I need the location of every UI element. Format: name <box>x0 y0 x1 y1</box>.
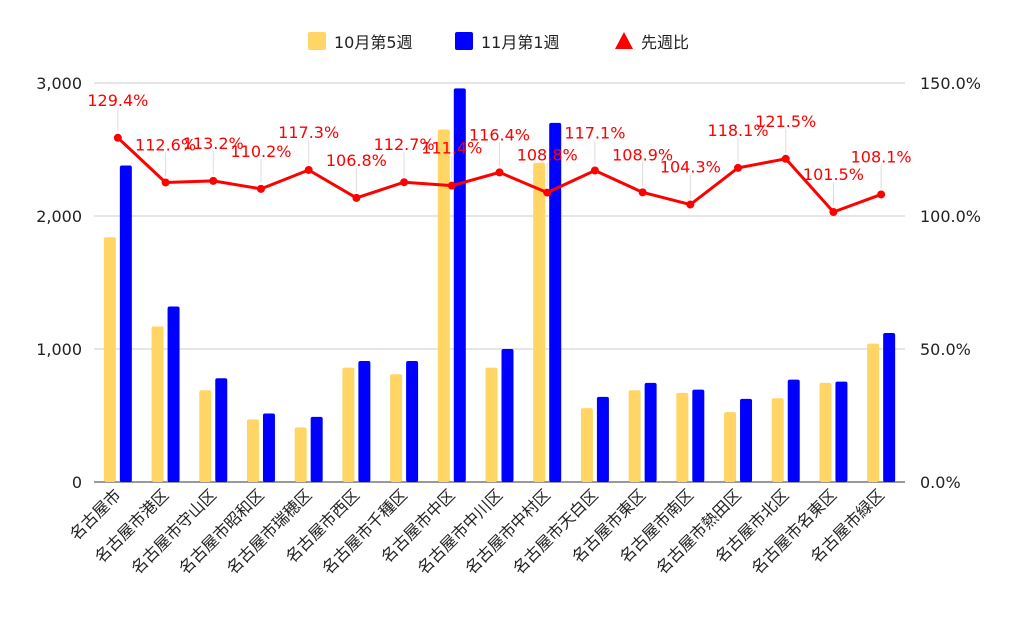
ratio-point <box>543 188 552 197</box>
legend-triangle-icon <box>615 32 633 49</box>
category-label: 名古屋市熱田区 <box>652 485 745 578</box>
bar-oct-week5 <box>437 129 450 483</box>
category-label: 名古屋市名東区 <box>748 485 841 578</box>
bar-oct-week5 <box>199 390 212 482</box>
left-tick-label: 3,000 <box>36 74 82 93</box>
left-tick-label: 2,000 <box>36 207 82 226</box>
bar-nov-week1 <box>453 88 466 482</box>
legend-label-0: 10月第5週 <box>334 33 413 52</box>
ratio-data-label: 104.3% <box>660 158 721 177</box>
ratio-data-label: 129.4% <box>87 91 148 110</box>
ratio-point <box>447 181 456 190</box>
ratio-point <box>304 165 313 174</box>
left-tick-label: 0 <box>72 473 82 492</box>
bar-nov-week1 <box>406 360 419 482</box>
bar-nov-week1 <box>740 398 753 482</box>
bar-oct-week5 <box>676 392 689 482</box>
bar-oct-week5 <box>724 412 737 482</box>
bar-oct-week5 <box>533 162 546 483</box>
ratio-point <box>400 178 409 187</box>
ratio-point <box>829 208 838 217</box>
category-label: 名古屋市昭和区 <box>175 485 268 578</box>
bar-nov-week1 <box>262 413 275 482</box>
bar-oct-week5 <box>867 343 880 482</box>
bar-oct-week5 <box>628 390 641 482</box>
ratio-point <box>209 176 218 185</box>
category-label: 名古屋市守山区 <box>127 485 220 578</box>
ratio-point <box>113 133 122 142</box>
ratio-point <box>495 168 504 177</box>
ratio-data-label: 106.8% <box>326 151 387 170</box>
category-label: 名古屋市千種区 <box>318 485 411 578</box>
ratio-point <box>161 178 170 187</box>
ratio-point <box>781 154 790 163</box>
ratio-point <box>686 200 695 209</box>
ratio-point <box>877 190 886 199</box>
ratio-data-label: 121.5% <box>755 112 816 131</box>
ratio-data-label: 108.8% <box>517 146 578 165</box>
category-label: 名古屋市中村区 <box>461 485 554 578</box>
ratio-data-label: 108.9% <box>612 145 673 164</box>
ratio-point <box>734 163 743 172</box>
ratio-data-label: 101.5% <box>803 165 864 184</box>
bar-oct-week5 <box>342 367 355 482</box>
bar-nov-week1 <box>119 165 132 482</box>
bar-nov-week1 <box>358 360 371 482</box>
ratio-data-label: 117.3% <box>278 123 339 142</box>
bar-nov-week1 <box>549 122 562 483</box>
legend-label-1: 11月第1週 <box>481 33 560 52</box>
ratio-data-label: 118.1% <box>708 121 769 140</box>
category-label: 名古屋市中川区 <box>414 485 507 578</box>
category-label: 名古屋市瑞穂区 <box>223 485 316 578</box>
bar-oct-week5 <box>771 398 784 482</box>
legend-swatch-0 <box>308 32 326 50</box>
ratio-data-label: 111.4% <box>421 139 482 158</box>
bar-nov-week1 <box>692 389 705 482</box>
ratio-point <box>638 188 647 197</box>
bar-oct-week5 <box>103 237 116 482</box>
bar-oct-week5 <box>294 427 307 482</box>
ratio-data-label: 116.4% <box>469 125 530 144</box>
bar-nov-week1 <box>835 381 848 482</box>
right-tick-label: 0.0% <box>920 473 961 492</box>
bar-nov-week1 <box>501 349 514 482</box>
legend-label-2: 先週比 <box>641 33 689 52</box>
bar-nov-week1 <box>883 333 896 482</box>
ratio-data-label: 108.1% <box>851 147 912 166</box>
right-tick-label: 50.0% <box>920 340 971 359</box>
ratio-data-label: 110.2% <box>230 142 291 161</box>
bar-oct-week5 <box>246 419 259 482</box>
legend-swatch-1 <box>455 32 473 50</box>
bar-nov-week1 <box>310 416 323 482</box>
ratio-data-label: 112.7% <box>374 135 435 154</box>
bar-oct-week5 <box>485 367 498 482</box>
bar-nov-week1 <box>596 396 609 482</box>
left-tick-label: 1,000 <box>36 340 82 359</box>
ratio-point <box>352 193 361 202</box>
category-label: 名古屋市天白区 <box>509 485 602 578</box>
bar-oct-week5 <box>580 408 593 482</box>
ratio-point <box>590 166 599 175</box>
bar-oct-week5 <box>819 382 832 482</box>
bar-nov-week1 <box>644 382 657 482</box>
bar-oct-week5 <box>151 326 164 482</box>
ratio-point <box>256 184 265 193</box>
bar-nov-week1 <box>167 306 180 482</box>
bar-oct-week5 <box>390 374 403 482</box>
bar-nov-week1 <box>787 379 800 482</box>
right-tick-label: 100.0% <box>920 207 981 226</box>
ratio-data-label: 112.6% <box>135 135 196 154</box>
bar-nov-week1 <box>215 378 228 482</box>
ratio-data-label: 113.2% <box>183 134 244 153</box>
ratio-data-label: 117.1% <box>564 124 625 143</box>
right-tick-label: 150.0% <box>920 74 981 93</box>
